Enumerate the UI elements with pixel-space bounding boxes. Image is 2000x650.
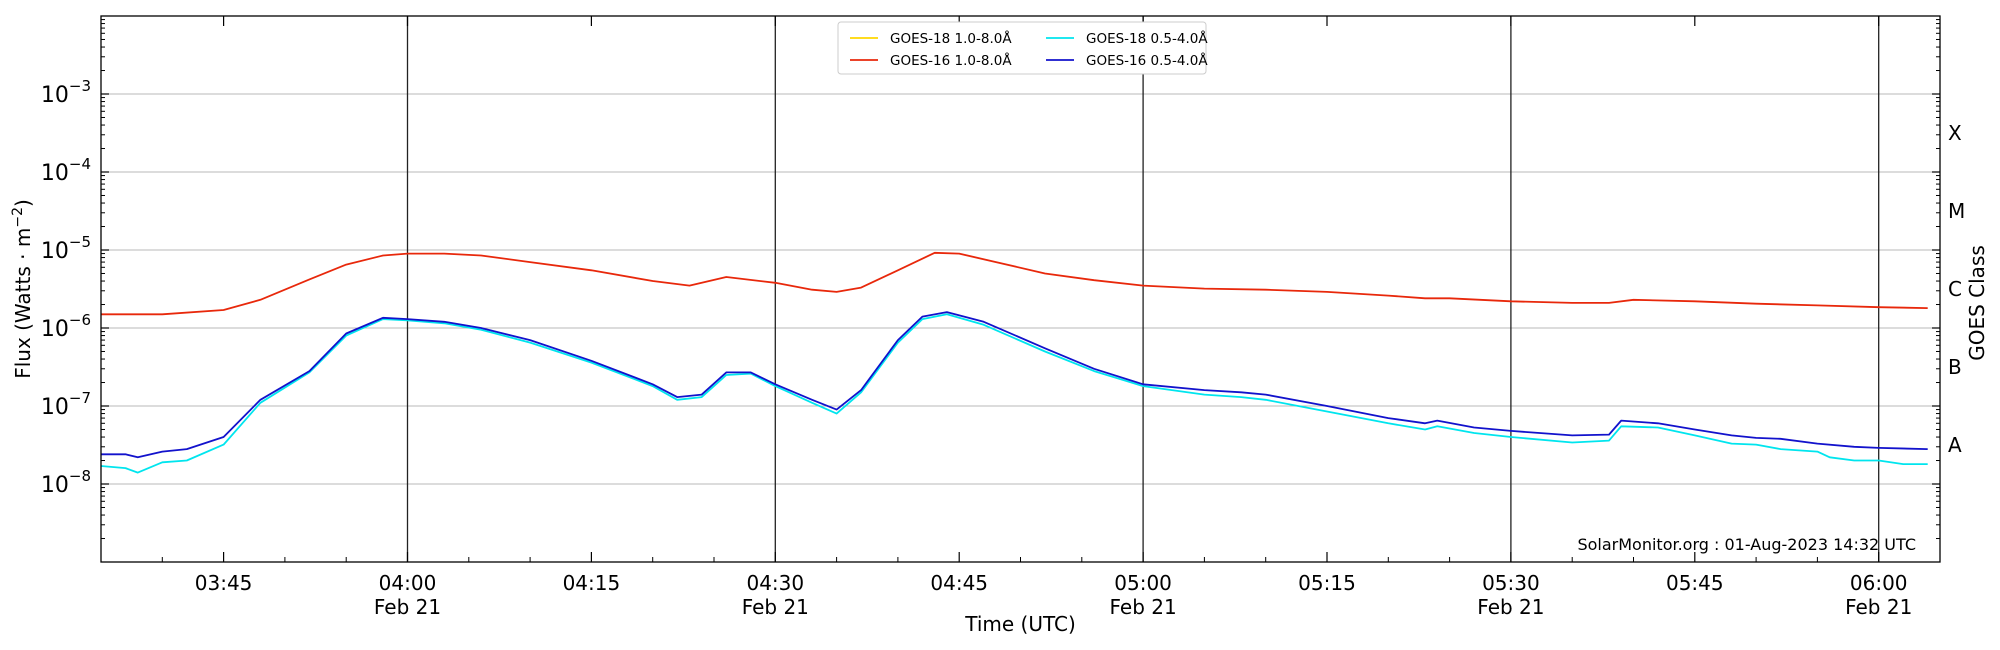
series-line-1 — [101, 251, 1928, 316]
x-tick-date-label: Feb 21 — [742, 595, 809, 619]
series-line-2 — [100, 313, 1928, 474]
legend-label: GOES-18 1.0-8.0Å — [890, 30, 1012, 47]
x-tick-label: 04:30 — [746, 571, 804, 595]
legend-label: GOES-16 1.0-8.0Å — [890, 52, 1012, 69]
legend-label: GOES-16 0.5-4.0Å — [1086, 52, 1208, 69]
watermark-text: SolarMonitor.org : 01-Aug-2023 14:32 UTC — [1577, 535, 1916, 554]
x-axis-label: Time (UTC) — [964, 612, 1076, 636]
y-tick-label: 10−8 — [41, 467, 91, 498]
goes-class-label: X — [1948, 121, 1962, 145]
y-axis-ticks: 10−8 10−7 10−6 10−5 10−4 10−3 — [41, 19, 1940, 540]
vertical-day-lines — [406, 16, 1880, 562]
y-tick-label: 10−3 — [41, 77, 91, 108]
x-tick-label: 05:15 — [1298, 571, 1356, 595]
x-tick-label: 04:15 — [563, 571, 621, 595]
legend-box — [837, 21, 1207, 75]
y-tick-label: 10−5 — [41, 233, 91, 264]
legend: GOES-18 1.0-8.0Å GOES-16 1.0-8.0Å GOES-18 … — [837, 21, 1208, 75]
y-tick-label: 10−4 — [41, 155, 91, 186]
goes-class-label: A — [1948, 433, 1962, 457]
x-tick-date-label: Feb 21 — [1845, 595, 1912, 619]
goes-class-label: B — [1948, 355, 1962, 379]
legend-label: GOES-18 0.5-4.0Å — [1086, 30, 1208, 47]
x-tick-label: 05:30 — [1482, 571, 1540, 595]
x-tick-label: 05:45 — [1666, 571, 1724, 595]
x-tick-date-label: Feb 21 — [374, 595, 441, 619]
x-tick-date-label: Feb 21 — [1477, 595, 1544, 619]
goes-class-label: C — [1948, 277, 1962, 301]
series-line-3 — [101, 311, 1928, 459]
y-axis-label: Flux (Watts · m−2) — [10, 199, 35, 379]
x-tick-label: 06:00 — [1850, 571, 1908, 595]
y-tick-label: 10−7 — [41, 389, 91, 420]
x-tick-label: 05:00 — [1114, 571, 1172, 595]
goes-class-axis-label: GOES Class — [1965, 245, 1989, 361]
x-tick-label: 04:00 — [379, 571, 437, 595]
x-tick-date-label: Feb 21 — [1109, 595, 1176, 619]
goes-class-labels: A B C M X — [1948, 121, 1965, 457]
series-lines — [100, 251, 1928, 474]
y-tick-label: 10−6 — [41, 311, 91, 342]
goes-class-label: M — [1948, 199, 1965, 223]
x-tick-label: 03:45 — [195, 571, 253, 595]
x-tick-label: 04:45 — [930, 571, 988, 595]
